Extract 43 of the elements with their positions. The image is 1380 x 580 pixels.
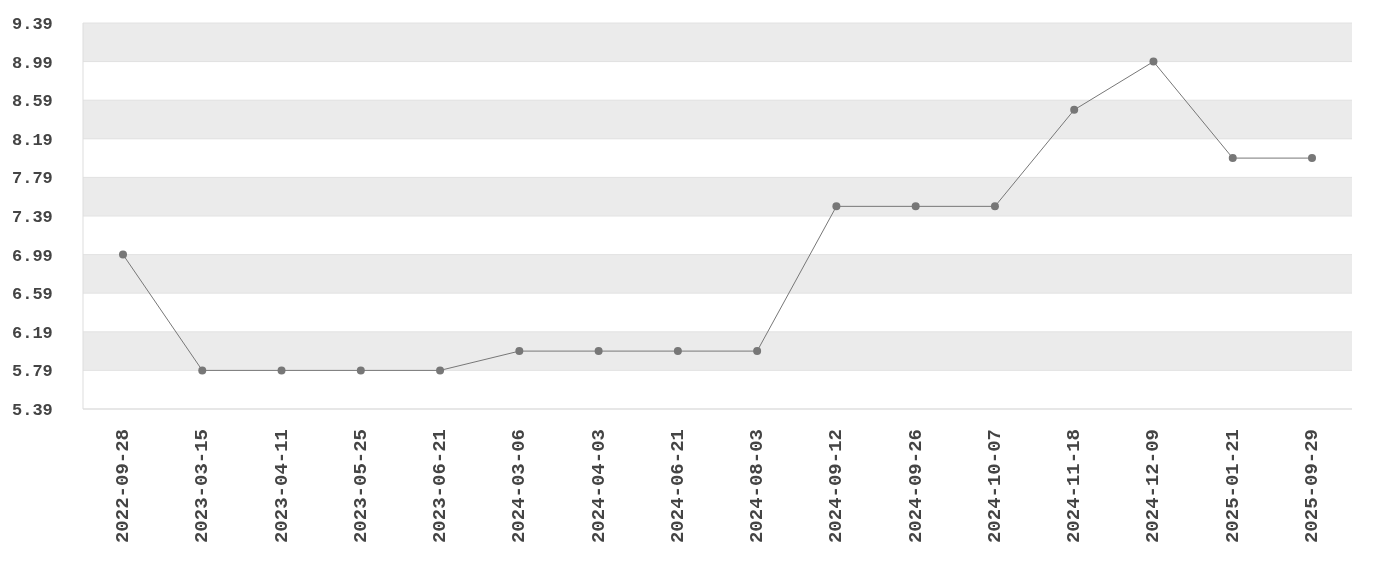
point	[832, 202, 841, 211]
y-tick-label: 8.59	[12, 92, 53, 112]
point	[515, 347, 524, 356]
point	[1308, 154, 1316, 163]
y-tick-label: 5.39	[12, 401, 53, 421]
point	[1228, 154, 1237, 163]
y-tick-label: 7.79	[12, 169, 53, 189]
y-tick-label: 9.39	[12, 15, 53, 35]
point	[356, 366, 365, 375]
x-tick-label: 2024-04-03	[587, 429, 610, 544]
point	[119, 250, 127, 259]
y-tick-label: 6.19	[12, 323, 53, 343]
x-tick-label: 2024-09-26	[904, 429, 927, 544]
x-tick-label: 2022-09-28	[112, 429, 134, 544]
x-tick-label: 2024-09-12	[825, 429, 848, 544]
x-tick-label: 2024-06-21	[666, 429, 689, 544]
point	[277, 366, 286, 375]
point	[911, 202, 920, 211]
point	[1149, 57, 1158, 66]
y-tick-label: 6.99	[12, 246, 53, 266]
x-tick-label: 2025-01-21	[1221, 429, 1244, 544]
y-tick-label: 6.59	[12, 285, 53, 305]
x-tick-label: 2024-03-06	[508, 429, 531, 544]
point	[1070, 105, 1079, 114]
x-tick-label: 2023-04-11	[270, 429, 293, 544]
point	[436, 366, 445, 375]
x-tick-label: 2024-11-18	[1063, 429, 1086, 544]
y-tick-label: 8.99	[12, 53, 53, 73]
point	[990, 202, 999, 211]
x-tick-label: 2024-12-09	[1142, 429, 1165, 544]
point	[673, 347, 682, 356]
x-tick-label: 2023-05-25	[349, 429, 372, 544]
y-tick-label: 7.39	[12, 208, 53, 228]
x-tick-label: 2023-06-21	[429, 429, 452, 544]
x-tick-label: 2024-10-07	[983, 429, 1006, 544]
x-tick-label: 2023-03-15	[191, 429, 214, 544]
y-tick-label: 8.19	[12, 130, 53, 150]
y-tick-label: 5.79	[12, 362, 53, 382]
point	[198, 366, 207, 375]
point	[753, 347, 762, 356]
point	[594, 347, 603, 356]
x-tick-label: 2025-09-29	[1301, 429, 1323, 544]
x-tick-label: 2024-08-03	[746, 429, 769, 544]
